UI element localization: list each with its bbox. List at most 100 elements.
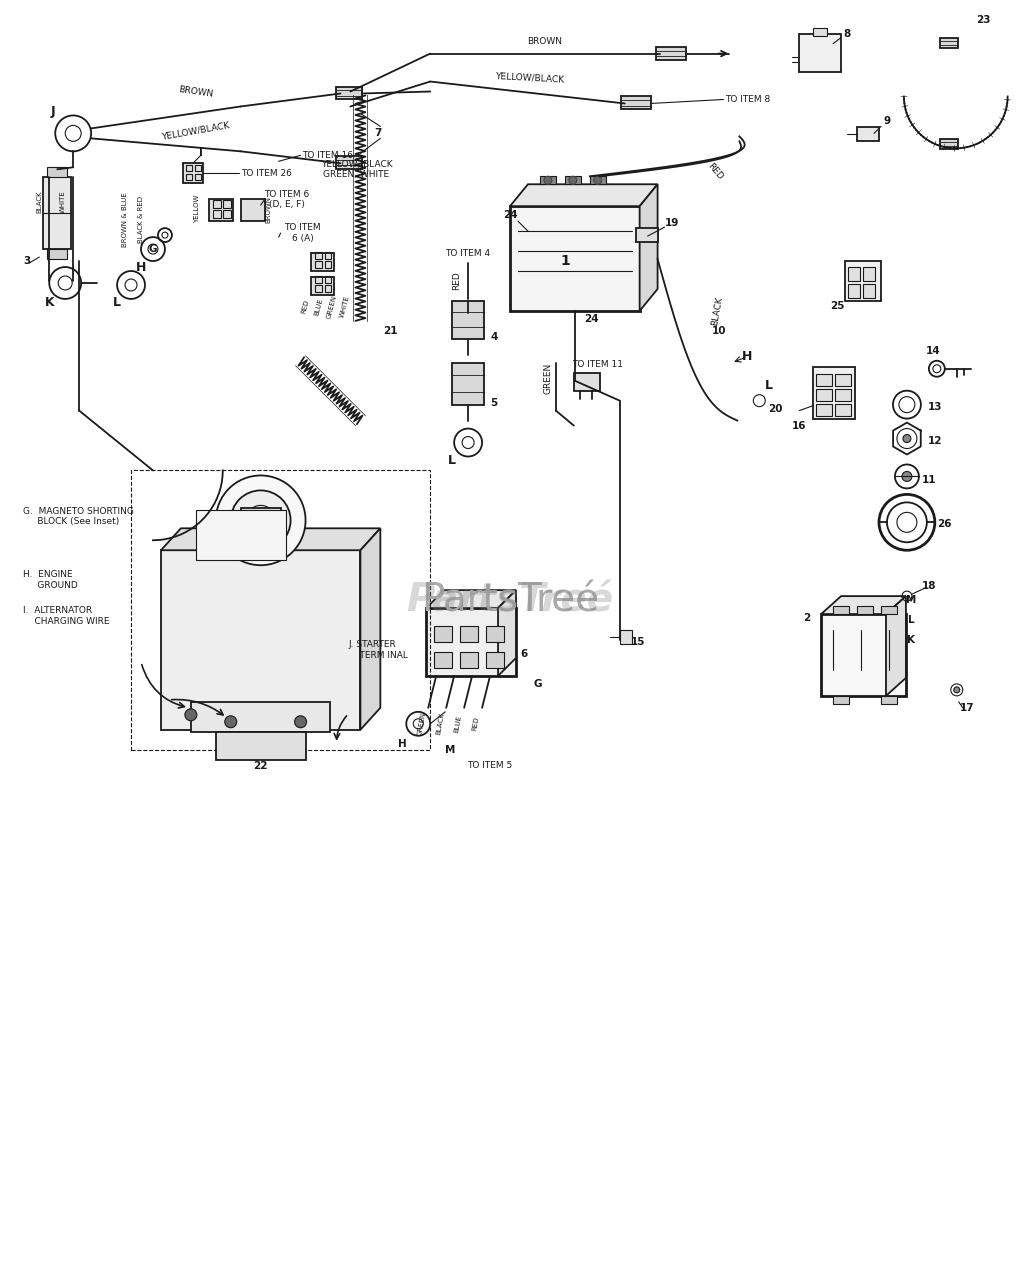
- Bar: [574, 372, 600, 390]
- Text: 2: 2: [804, 613, 811, 623]
- Text: L: L: [113, 297, 121, 310]
- Circle shape: [903, 435, 911, 443]
- Bar: [315, 261, 322, 268]
- Text: TO ITEM
6 (A): TO ITEM 6 (A): [284, 224, 321, 243]
- Bar: [223, 200, 230, 209]
- Bar: [209, 200, 232, 221]
- Text: BROWN: BROWN: [266, 196, 272, 223]
- Bar: [940, 37, 958, 47]
- Bar: [336, 156, 363, 169]
- Text: 1: 1: [560, 253, 570, 268]
- Bar: [311, 253, 334, 271]
- Bar: [324, 276, 331, 283]
- Text: J. STARTER
    TERM INAL: J. STARTER TERM INAL: [348, 640, 409, 659]
- Text: 7: 7: [375, 128, 382, 138]
- Bar: [336, 87, 363, 100]
- Bar: [540, 177, 556, 184]
- Text: TO ITEM 11: TO ITEM 11: [573, 360, 624, 369]
- Text: G.  MAGNETO SHORTING
     BLOCK (See Inset): G. MAGNETO SHORTING BLOCK (See Inset): [23, 507, 135, 526]
- Bar: [836, 403, 851, 416]
- Bar: [821, 614, 906, 696]
- Polygon shape: [510, 184, 657, 206]
- Text: YELLOW/BLACK: YELLOW/BLACK: [495, 72, 565, 83]
- Text: 17: 17: [960, 703, 974, 713]
- Text: WHITE: WHITE: [338, 296, 351, 319]
- Text: TO ITEM 4: TO ITEM 4: [445, 248, 491, 257]
- Bar: [461, 626, 478, 643]
- Bar: [636, 228, 657, 242]
- Bar: [213, 200, 221, 209]
- Bar: [799, 33, 841, 72]
- Text: 23: 23: [976, 14, 990, 24]
- Bar: [816, 374, 833, 385]
- Bar: [816, 403, 833, 416]
- Text: YELLOW/BLACK: YELLOW/BLACK: [161, 122, 230, 142]
- Circle shape: [954, 687, 960, 692]
- Text: 18: 18: [921, 581, 936, 591]
- Bar: [836, 374, 851, 385]
- Bar: [565, 177, 581, 184]
- Text: GREEN: GREEN: [543, 364, 552, 394]
- Bar: [434, 652, 452, 668]
- Text: WHITE: WHITE: [60, 189, 66, 212]
- Text: 6: 6: [521, 649, 528, 659]
- Bar: [240, 200, 265, 221]
- Polygon shape: [161, 529, 380, 550]
- Bar: [315, 252, 322, 259]
- Bar: [223, 210, 230, 218]
- Bar: [857, 128, 879, 141]
- Bar: [940, 140, 958, 150]
- Bar: [590, 177, 605, 184]
- Text: M: M: [445, 745, 455, 755]
- Text: BLUE: BLUE: [453, 714, 463, 733]
- Bar: [213, 210, 221, 218]
- Text: YELLOW: YELLOW: [194, 195, 200, 224]
- Bar: [816, 389, 833, 401]
- Bar: [621, 96, 650, 110]
- Text: TO ITEM 8: TO ITEM 8: [726, 95, 770, 104]
- Circle shape: [216, 475, 306, 566]
- Bar: [315, 276, 322, 283]
- Polygon shape: [821, 596, 906, 614]
- Text: 8: 8: [844, 28, 851, 38]
- Text: H: H: [397, 739, 407, 749]
- Polygon shape: [426, 590, 516, 608]
- Text: 26: 26: [937, 520, 952, 530]
- Bar: [863, 268, 875, 282]
- Bar: [47, 168, 67, 177]
- Circle shape: [225, 716, 236, 728]
- Bar: [620, 630, 632, 644]
- Bar: [857, 607, 873, 614]
- Text: 24: 24: [585, 314, 599, 324]
- Text: 19: 19: [664, 218, 679, 228]
- Polygon shape: [640, 184, 657, 311]
- Text: L: L: [908, 616, 914, 625]
- Text: I: I: [199, 148, 203, 159]
- Text: 9: 9: [883, 116, 891, 127]
- Bar: [131, 471, 430, 750]
- Polygon shape: [498, 590, 516, 676]
- Text: H: H: [136, 261, 146, 274]
- Bar: [195, 174, 201, 180]
- Text: BROWN: BROWN: [178, 84, 214, 99]
- Circle shape: [902, 471, 912, 481]
- Text: 4: 4: [490, 332, 497, 342]
- Text: PartsTreé: PartsTreé: [407, 581, 613, 620]
- Text: RED: RED: [301, 300, 311, 315]
- Bar: [834, 696, 849, 704]
- Text: 15: 15: [631, 637, 645, 646]
- Text: H.  ENGINE
     GROUND: H. ENGINE GROUND: [23, 571, 78, 590]
- Bar: [434, 626, 452, 643]
- Text: L: L: [765, 379, 773, 392]
- Bar: [185, 165, 192, 172]
- Bar: [195, 165, 201, 172]
- Text: 10: 10: [712, 326, 727, 335]
- Text: GREEN: GREEN: [417, 712, 427, 736]
- Bar: [426, 608, 516, 676]
- Text: 14: 14: [925, 346, 941, 356]
- Bar: [452, 301, 484, 339]
- Text: BLACK: BLACK: [710, 296, 725, 326]
- Text: 22: 22: [254, 760, 268, 771]
- Bar: [848, 284, 860, 298]
- Text: M: M: [906, 595, 916, 605]
